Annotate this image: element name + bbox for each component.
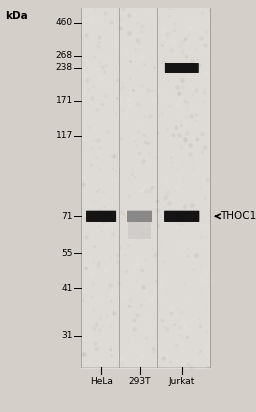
FancyBboxPatch shape — [128, 211, 151, 221]
FancyBboxPatch shape — [166, 63, 198, 73]
FancyBboxPatch shape — [127, 211, 152, 222]
Text: THOC1: THOC1 — [220, 211, 256, 221]
FancyBboxPatch shape — [165, 63, 198, 73]
FancyBboxPatch shape — [165, 211, 198, 221]
Text: 31: 31 — [61, 331, 73, 340]
FancyBboxPatch shape — [128, 212, 151, 221]
Bar — [81, 8, 210, 369]
FancyBboxPatch shape — [128, 211, 151, 221]
FancyBboxPatch shape — [128, 211, 151, 221]
Text: HeLa: HeLa — [90, 377, 113, 386]
FancyBboxPatch shape — [86, 211, 116, 222]
Text: Jurkat: Jurkat — [168, 377, 195, 386]
FancyBboxPatch shape — [165, 211, 199, 222]
FancyBboxPatch shape — [86, 211, 116, 222]
FancyBboxPatch shape — [87, 211, 116, 222]
Bar — [128, 222, 151, 239]
Text: 171: 171 — [56, 96, 73, 105]
Text: 238: 238 — [56, 63, 73, 73]
FancyBboxPatch shape — [87, 212, 115, 221]
FancyBboxPatch shape — [87, 211, 115, 221]
FancyBboxPatch shape — [165, 212, 198, 221]
FancyBboxPatch shape — [165, 63, 199, 73]
FancyBboxPatch shape — [165, 63, 198, 73]
FancyBboxPatch shape — [87, 211, 116, 222]
FancyBboxPatch shape — [87, 211, 115, 221]
FancyBboxPatch shape — [127, 211, 152, 222]
FancyBboxPatch shape — [164, 211, 199, 222]
Text: 460: 460 — [56, 18, 73, 27]
FancyBboxPatch shape — [127, 211, 152, 222]
FancyBboxPatch shape — [164, 211, 199, 222]
FancyBboxPatch shape — [165, 211, 199, 221]
Text: 41: 41 — [62, 284, 73, 293]
Text: 71: 71 — [61, 212, 73, 221]
Text: 268: 268 — [56, 51, 73, 60]
Text: 117: 117 — [56, 131, 73, 140]
Text: 293T: 293T — [128, 377, 151, 386]
FancyBboxPatch shape — [165, 211, 198, 221]
Text: 55: 55 — [61, 249, 73, 258]
FancyBboxPatch shape — [165, 63, 198, 73]
FancyBboxPatch shape — [165, 211, 199, 222]
FancyBboxPatch shape — [166, 64, 198, 72]
FancyBboxPatch shape — [127, 211, 152, 222]
Text: kDa: kDa — [5, 11, 28, 21]
FancyBboxPatch shape — [87, 211, 115, 221]
